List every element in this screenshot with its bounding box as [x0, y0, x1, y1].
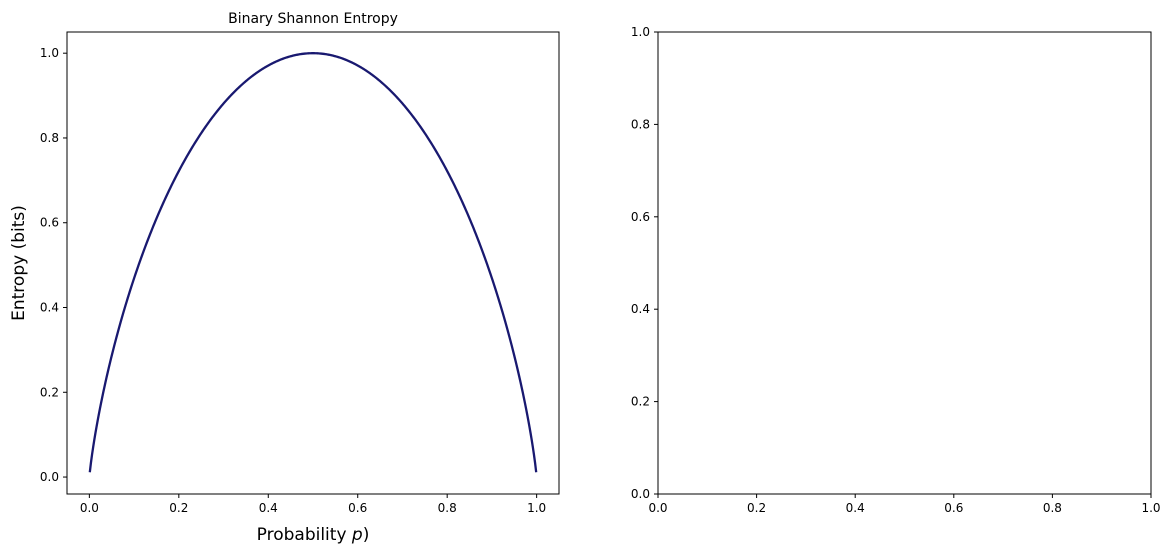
plot-area-frame [66, 31, 560, 495]
x-tick-label: 0.2 [169, 501, 188, 515]
y-tick-label: 0.2 [631, 395, 650, 409]
y-tick-label: 1.0 [631, 25, 650, 39]
entropy-chart-panel: Binary Shannon Entropy Probability p) En… [9, 11, 560, 545]
y-tick-label: 0.2 [40, 385, 59, 399]
y-tick-label: 0.4 [40, 301, 59, 315]
y-tick-label: 0.4 [631, 302, 650, 316]
y-tick-label: 0.8 [631, 117, 650, 131]
y-axis-ticks: 0.0 0.2 0.4 0.6 0.8 1.0 [40, 46, 67, 484]
x-tick-label: 1.0 [527, 501, 546, 515]
x-tick-label: 0.6 [348, 501, 367, 515]
x-axis-ticks: 0.0 0.2 0.4 0.6 0.8 1.0 [80, 494, 546, 515]
entropy-curve [88, 52, 538, 473]
x-tick-label: 0.4 [846, 501, 865, 515]
y-tick-label: 1.0 [40, 46, 59, 60]
y-tick-label: 0.0 [631, 487, 650, 501]
y-axis-ticks: 0.0 0.2 0.4 0.6 0.8 1.0 [631, 25, 658, 501]
x-tick-label: 0.0 [80, 501, 99, 515]
x-tick-label: 0.8 [1043, 501, 1062, 515]
x-axis-label: Probability p) [257, 525, 370, 545]
y-tick-label: 0.6 [40, 216, 59, 230]
x-tick-label: 0.8 [438, 501, 457, 515]
y-tick-label: 0.8 [40, 131, 59, 145]
y-axis-label: Entropy (bits) [9, 205, 29, 321]
chart-title: Binary Shannon Entropy [228, 11, 398, 27]
x-tick-label: 0.0 [648, 501, 667, 515]
y-tick-label: 0.6 [631, 210, 650, 224]
y-tick-label: 0.0 [40, 470, 59, 484]
empty-chart-panel: 0.0 0.2 0.4 0.6 0.8 1.0 0.0 0.2 0.4 0.6 0.8 1.0 [631, 25, 1161, 515]
x-tick-label: 1.0 [1141, 501, 1160, 515]
x-tick-label: 0.6 [944, 501, 963, 515]
x-tick-label: 0.4 [259, 501, 278, 515]
x-axis-ticks: 0.0 0.2 0.4 0.6 0.8 1.0 [648, 494, 1161, 515]
x-tick-label: 0.2 [747, 501, 766, 515]
plot-area-frame [657, 31, 1152, 495]
series-group [88, 52, 538, 473]
